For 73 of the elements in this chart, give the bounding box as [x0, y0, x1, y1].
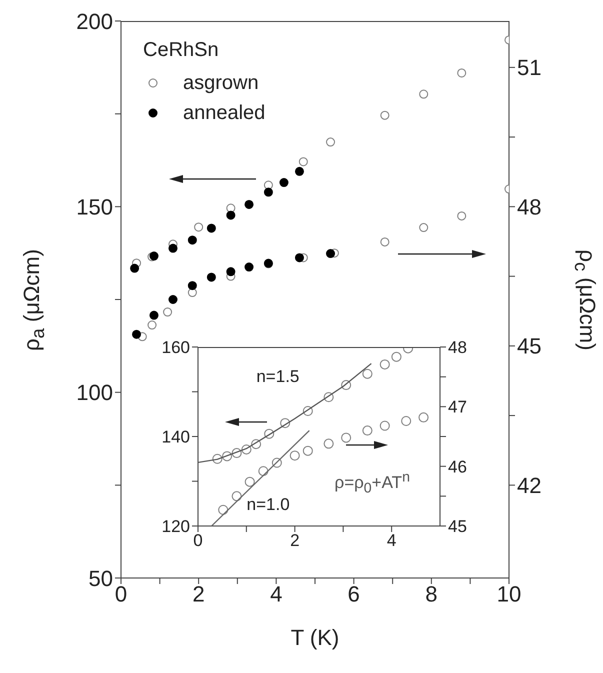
- point: [168, 244, 178, 253]
- point: [130, 264, 140, 273]
- point: [206, 224, 216, 233]
- legend-title: CeRhSn: [143, 39, 220, 62]
- point: [264, 188, 273, 197]
- point: [380, 110, 390, 120]
- y2-tick-label: 48: [517, 194, 542, 220]
- point: [244, 200, 254, 209]
- point: [380, 420, 390, 431]
- point: [163, 308, 172, 317]
- point: [226, 210, 236, 220]
- annotation: n=1.5: [256, 367, 300, 388]
- x-tick-label: 0: [114, 582, 128, 607]
- point: [244, 262, 254, 272]
- point: [419, 90, 428, 99]
- x-tick-label: 10: [496, 582, 522, 607]
- y-tick-label: 200: [76, 8, 113, 34]
- point: [294, 253, 304, 262]
- y2-tick-label: 48: [448, 338, 467, 358]
- point: [362, 368, 372, 379]
- annotation: ρ=ρ$_{0}$+AT$^{n}$: [334, 470, 410, 497]
- y2-tick-label: 42: [517, 472, 542, 498]
- y-tick-label: 160: [162, 338, 190, 358]
- x-tick-label: 2: [192, 582, 205, 607]
- point: [294, 166, 304, 176]
- y-tick-label: 150: [76, 194, 113, 220]
- y-tick-label: 120: [162, 517, 190, 536]
- y2-tick-label: 51: [517, 55, 542, 80]
- point: [457, 211, 466, 220]
- point: [341, 432, 352, 443]
- legend-label: annealed: [183, 102, 266, 124]
- point: [194, 222, 204, 232]
- point: [298, 157, 308, 166]
- annotation: n=1.0: [246, 494, 290, 515]
- x-tick-label: 6: [348, 582, 360, 607]
- point: [148, 320, 157, 330]
- point: [290, 450, 300, 461]
- point: [419, 223, 428, 232]
- point: [401, 416, 412, 426]
- point: [391, 352, 402, 362]
- point: [418, 412, 429, 422]
- line-series: [198, 362, 372, 464]
- point: [279, 178, 288, 188]
- point: [324, 438, 334, 449]
- legend-label: asgrown: [183, 72, 259, 94]
- y2-tick-label: 45: [448, 517, 467, 536]
- y2-tick-label: 47: [448, 398, 467, 417]
- x-axis-title: T (K): [290, 625, 340, 651]
- point: [226, 267, 236, 276]
- x-tick-label: 0: [193, 531, 203, 550]
- point: [362, 426, 372, 436]
- x-tick-label: 4: [386, 531, 396, 550]
- x-tick-label: 2: [290, 531, 300, 550]
- point: [244, 476, 255, 487]
- y2-tick-label: 45: [517, 334, 542, 359]
- point: [132, 330, 142, 339]
- point: [457, 68, 466, 78]
- point: [326, 249, 336, 258]
- x-tick-label: 4: [270, 582, 282, 607]
- point: [168, 295, 178, 304]
- y2-tick-label: 46: [448, 457, 467, 476]
- x-tick-label: 8: [425, 582, 438, 607]
- point: [302, 446, 313, 456]
- y-tick-label: 100: [76, 380, 113, 406]
- point: [326, 138, 336, 147]
- point: [188, 281, 197, 290]
- y-tick-label: 140: [162, 428, 190, 447]
- point: [188, 236, 197, 245]
- y-tick-label: 50: [88, 566, 113, 591]
- point: [380, 359, 390, 370]
- point: [380, 237, 390, 246]
- point: [149, 310, 158, 320]
- point: [206, 272, 216, 282]
